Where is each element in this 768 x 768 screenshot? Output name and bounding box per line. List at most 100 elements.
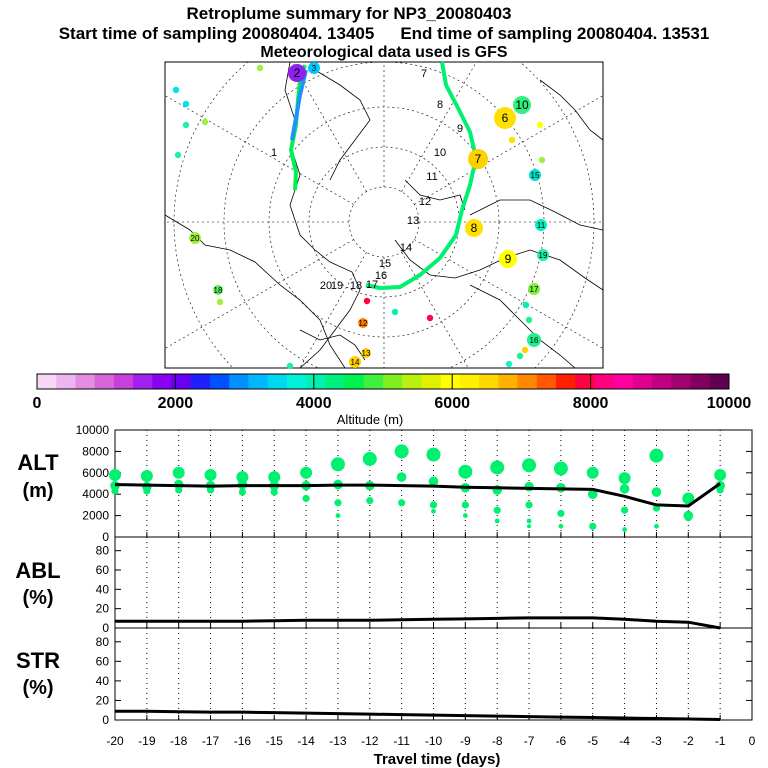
plume-marker-label: 11 (537, 221, 546, 230)
colorbar-swatch (440, 374, 461, 389)
colorbar-swatch (556, 374, 576, 389)
trajectory-day-label: 18 (350, 280, 362, 292)
trajectory-day-label: 1 (271, 147, 277, 159)
series-line-str (115, 709, 721, 722)
x-tick-label: -9 (460, 734, 471, 748)
colorbar-swatch (133, 374, 153, 389)
trajectory-day-label: 12 (419, 196, 431, 208)
colorbar: 0 2000 4000 6000 8000 10000 (33, 373, 751, 412)
x-tick-label: -16 (234, 734, 252, 748)
panel-label-str: STR (16, 648, 60, 673)
alt-cluster-dot (651, 487, 662, 497)
trajectory-day-label: 19 (331, 280, 343, 292)
trajectory-day-label: 17 (366, 279, 378, 291)
trajectory-day-label: 8 (437, 99, 443, 111)
colorbar-swatch (632, 374, 653, 389)
alt-cluster-dot (330, 457, 345, 472)
alt-cluster-dot (431, 508, 436, 514)
alt-cluster-dot (366, 497, 374, 505)
start-time-label: Start time of sampling 20080404. 13405 (58, 24, 375, 43)
alt-cluster-dot (493, 506, 501, 514)
colorbar-swatch (37, 374, 57, 389)
colorbar-swatch (344, 374, 365, 389)
alt-cluster-dot (143, 487, 151, 495)
plume-marker-day-7 (468, 149, 488, 169)
alt-cluster-dot (236, 471, 249, 484)
plume-marker-day-6 (494, 107, 516, 129)
panel-label-abl: ABL (15, 558, 60, 583)
panel-label-alt: ALT (17, 450, 59, 475)
x-tick-label: -15 (266, 734, 284, 748)
alt-cluster-dot (527, 524, 532, 529)
trajectory-green (365, 61, 478, 290)
plume-marker-day-20 (189, 232, 201, 244)
y-tick-label: 60 (96, 654, 110, 668)
colorbar-swatch (171, 374, 192, 389)
alt-cluster-dot (618, 472, 631, 485)
plume-marker-label: 13 (362, 349, 371, 358)
plume-marker-day-11 (535, 219, 547, 231)
x-tick-label: -18 (170, 734, 188, 748)
figure-title: Retroplume summary for NP3_20080403 (186, 4, 512, 23)
alt-cluster-dot (462, 513, 468, 518)
alt-cluster-dot (589, 522, 597, 530)
alt-cluster-dot (525, 501, 533, 509)
x-tick-label: 0 (749, 734, 756, 748)
colorbar-swatch (479, 374, 499, 389)
alt-cluster-dot (175, 486, 183, 494)
plume-marker-day-19 (537, 249, 549, 261)
coastline (469, 284, 576, 368)
alt-cluster-dot (396, 472, 407, 482)
x-tick-label: -6 (556, 734, 567, 748)
alt-cluster-dot (461, 501, 469, 509)
y-tick-label: 0 (102, 621, 109, 635)
plume-small-marker (256, 64, 264, 72)
map-coastlines (165, 62, 603, 368)
plume-small-marker (182, 121, 190, 129)
x-tick-label: -11 (393, 734, 410, 748)
plume-small-marker (182, 100, 190, 108)
panel-unit-str: (%) (22, 677, 53, 699)
y-tick-label: 10000 (76, 423, 110, 437)
plume-marker-label: 15 (531, 171, 540, 180)
panel-unit-abl: (%) (22, 587, 53, 609)
alt-cluster-dot (428, 476, 439, 487)
plume-marker-label: 12 (359, 319, 368, 328)
plume-marker-label: 9 (505, 252, 512, 266)
x-tick-label: -3 (651, 734, 662, 748)
plume-small-marker (508, 136, 516, 144)
y-tick-label: 4000 (82, 487, 109, 501)
x-tick-label: -7 (524, 734, 535, 748)
colorbar-swatch (517, 374, 538, 389)
plume-marker-day-9 (499, 250, 517, 268)
alt-cluster-dot (335, 513, 341, 518)
colorbar-swatch (594, 374, 615, 389)
alt-cluster-dot (394, 444, 409, 459)
colorbar-frame (36, 373, 730, 390)
alt-cluster-dot (109, 468, 121, 481)
plume-marker-day-2 (288, 64, 306, 82)
plume-marker-day-14 (349, 356, 361, 368)
plume-small-marker (536, 121, 544, 129)
coastline (539, 79, 603, 141)
end-time-label: End time of sampling 20080404. 13531 (400, 24, 710, 43)
trajectory-day-label: 14 (400, 242, 412, 254)
colorbar-swatch (229, 374, 249, 389)
y-tick-label: 20 (96, 602, 110, 616)
x-tick-label: -1 (715, 734, 726, 748)
colorbar-tick-label: 6000 (434, 395, 470, 412)
y-tick-label: 60 (96, 563, 110, 577)
colorbar-swatch (325, 374, 346, 389)
plume-marker-label: 3 (312, 64, 317, 73)
plume-small-marker (391, 308, 399, 316)
colorbar-swatch (75, 374, 96, 389)
trajectory-day-label: 9 (457, 123, 463, 135)
colorbar-tick-label: 0 (33, 395, 42, 412)
plume-marker-day-3 (308, 62, 320, 74)
x-tick-label: -4 (619, 734, 630, 748)
plume-small-marker (172, 86, 180, 94)
plume-marker-day-10 (513, 96, 531, 114)
plume-small-marker (538, 156, 546, 164)
series-line-alt (114, 482, 722, 508)
colorbar-swatch (363, 374, 384, 389)
